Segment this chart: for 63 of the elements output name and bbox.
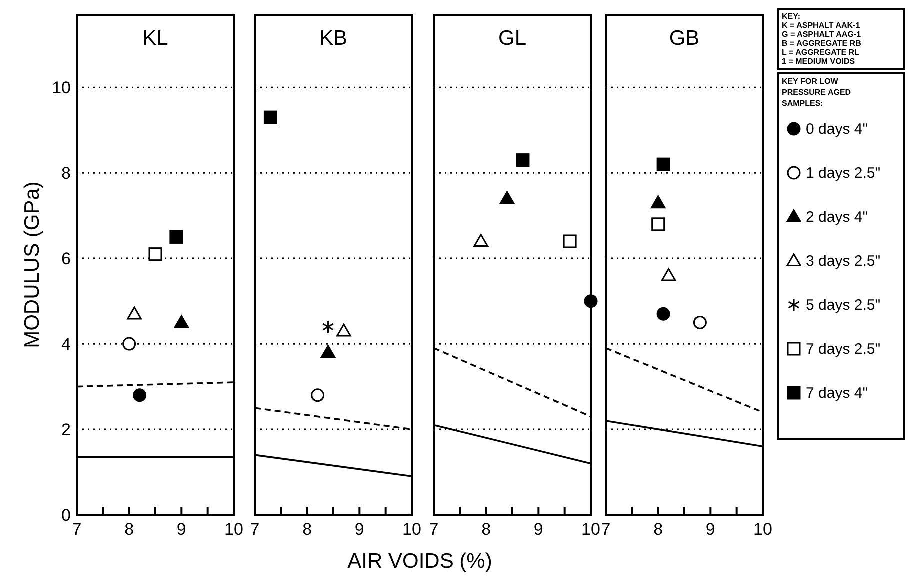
point bbox=[320, 345, 336, 358]
text: 1 = MEDIUM VOIDS bbox=[782, 57, 856, 66]
point bbox=[336, 324, 352, 337]
point bbox=[693, 316, 707, 330]
legend-label: 7 days 2.5" bbox=[806, 341, 881, 358]
y-tick-label: 0 bbox=[62, 506, 71, 525]
legend-label: 7 days 4" bbox=[806, 385, 868, 402]
y-tick-label: 6 bbox=[62, 250, 71, 269]
point bbox=[656, 158, 670, 172]
legend-label: 2 days 4" bbox=[806, 209, 868, 226]
y-tick-label: 4 bbox=[62, 335, 71, 354]
x-tick-label: 10 bbox=[224, 520, 244, 539]
x-tick-label: 8 bbox=[654, 520, 664, 539]
point bbox=[516, 154, 530, 168]
point bbox=[563, 234, 577, 248]
y-tick-label: 2 bbox=[62, 420, 71, 440]
point bbox=[133, 388, 147, 402]
point bbox=[322, 320, 334, 334]
y-tick-label: 8 bbox=[62, 164, 71, 184]
point bbox=[127, 306, 142, 320]
legend-label: 5 days 2.5" bbox=[806, 297, 881, 314]
text: B = AGGREGATE RB bbox=[782, 39, 862, 48]
y-axis-title: MODULUS (GPa) bbox=[21, 182, 44, 348]
point bbox=[500, 191, 515, 204]
point bbox=[170, 230, 184, 244]
x-tick-label: 8 bbox=[302, 520, 312, 539]
text: GL bbox=[498, 27, 527, 50]
point bbox=[174, 315, 190, 328]
x-tick-label: 7 bbox=[601, 520, 611, 539]
x-tick-label: 9 bbox=[534, 520, 544, 539]
x-axis-title: AIR VOIDS (%) bbox=[348, 550, 492, 573]
x-tick-label: 10 bbox=[402, 520, 422, 539]
y-tick-label: 10 bbox=[52, 78, 71, 98]
point bbox=[650, 196, 666, 209]
text: K = ASPHALT AAK-1 bbox=[782, 21, 861, 30]
x-tick-label: 7 bbox=[429, 520, 439, 539]
point bbox=[122, 337, 136, 351]
text: G = ASPHALT AAG-1 bbox=[782, 30, 862, 39]
legend-title: KEY FOR LOW PRESSURE AGED SAMPLES: bbox=[782, 77, 852, 108]
text: L = AGGREGATE RL bbox=[782, 48, 860, 57]
text: KB bbox=[319, 27, 348, 50]
point bbox=[311, 388, 325, 402]
x-tick-label: 7 bbox=[72, 520, 82, 539]
point bbox=[264, 110, 278, 124]
x-tick-label: 9 bbox=[354, 520, 364, 539]
x-tick-label: 9 bbox=[176, 520, 186, 539]
x-tick-label: 9 bbox=[706, 520, 716, 539]
text: KL bbox=[142, 27, 168, 50]
x-tick-label: 7 bbox=[250, 520, 260, 539]
point bbox=[148, 248, 162, 262]
point bbox=[474, 234, 488, 248]
legend-label: 0 days 4" bbox=[806, 121, 868, 138]
x-tick-label: 8 bbox=[482, 520, 492, 539]
point bbox=[652, 218, 666, 232]
x-tick-label: 10 bbox=[582, 520, 600, 539]
legend-label: 1 days 2.5" bbox=[806, 165, 881, 182]
legend-label: 3 days 2.5" bbox=[806, 253, 881, 270]
text: KEY: bbox=[782, 12, 801, 21]
text: GB bbox=[669, 27, 700, 50]
point bbox=[661, 268, 676, 282]
point bbox=[656, 307, 670, 321]
x-tick-label: 10 bbox=[754, 520, 772, 539]
x-tick-label: 8 bbox=[124, 520, 134, 539]
